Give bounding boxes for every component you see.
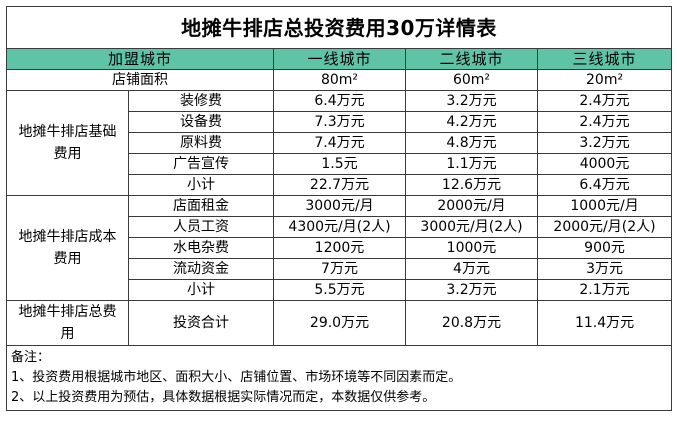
- cell-value: 29.0万元: [273, 300, 406, 346]
- table-row: 广告宣传 1.5元 1.1万元 4000元: [7, 153, 673, 175]
- table-row: 地摊牛排店基础费用 装修费 6.4万元 3.2万元 2.4万元: [6, 90, 673, 196]
- cell-value: 1.5元: [273, 153, 406, 175]
- cell-value: 1200元: [273, 237, 406, 259]
- cell-value: 2.1万元: [536, 279, 673, 301]
- cell-value: 3000元/月: [273, 195, 406, 217]
- table-row: 人员工资 4300元/月(2人) 3000元/月(2人) 2000元/月(2人): [7, 216, 673, 238]
- area-label: 店铺面积: [6, 69, 274, 91]
- cell-value: 3000元/月(2人): [405, 216, 538, 238]
- group-label-basic: 地摊牛排店基础费用: [6, 90, 129, 196]
- area-unit: m²: [603, 72, 624, 88]
- cell-value: 1.1万元: [405, 153, 538, 175]
- row-item: 店面租金: [128, 195, 274, 217]
- cell-value: 4000元: [536, 153, 673, 175]
- cell-value: 1000元: [405, 237, 538, 259]
- group-label-cost: 地摊牛排店成本费用: [6, 195, 129, 301]
- cell-value: 12.6万元: [405, 174, 538, 196]
- cell-value: 2.4万元: [536, 90, 673, 112]
- area-value-tier-2: 60m²: [405, 69, 538, 91]
- cell-value: 4万元: [405, 258, 538, 280]
- area-value-tier-3: 20m²: [536, 69, 673, 91]
- row-item: 装修费: [128, 90, 274, 112]
- cell-value: 20.8万元: [405, 300, 538, 346]
- cell-value: 7.3万元: [273, 111, 406, 133]
- row-item: 流动资金: [128, 258, 274, 280]
- cell-value: 2000元/月(2人): [536, 216, 673, 238]
- header-city-tier-1: 一线城市: [273, 48, 406, 70]
- cell-value: 3万元: [536, 258, 673, 280]
- cell-value: 3.2万元: [536, 132, 673, 154]
- area-value-tier-1: 80m²: [273, 69, 406, 91]
- cell-value: 11.4万元: [536, 300, 673, 346]
- row-item: 投资合计: [128, 300, 274, 346]
- table-row: 水电杂费 1200元 1000元 900元: [7, 237, 673, 259]
- table-row: 地摊牛排店成本费用 店面租金 3000元/月 2000元/月 1000元/月: [6, 195, 673, 301]
- notes-block: 备注： 1、投资费用根据城市地区、面积大小、店铺位置、市场环境等不同因素而定。 …: [5, 345, 673, 411]
- cell-value: 4.2万元: [405, 111, 538, 133]
- area-unit: m²: [338, 72, 359, 88]
- cell-value: 7.4万元: [273, 132, 406, 154]
- notes-heading: 备注：: [11, 350, 51, 365]
- row-item: 人员工资: [128, 216, 274, 238]
- cell-value: 4.8万元: [405, 132, 538, 154]
- cell-value: 5.5万元: [273, 279, 406, 301]
- table-title: 地摊牛排店总投资费用30万详情表: [5, 6, 673, 49]
- area-unit: m²: [470, 72, 491, 88]
- header-city-label: 加盟城市: [6, 48, 274, 70]
- row-item: 设备费: [128, 111, 274, 133]
- notes-line-1: 1、投资费用根据城市地区、面积大小、店铺位置、市场环境等不同因素而定。: [11, 370, 462, 385]
- header-city-tier-2: 二线城市: [405, 48, 538, 70]
- cell-value: 7万元: [273, 258, 406, 280]
- investment-table: 地摊牛排店总投资费用30万详情表 加盟城市 一线城市 二线城市 三线城市 店铺面…: [5, 6, 673, 411]
- cell-value: 900元: [536, 237, 673, 259]
- notes-line-2: 2、以上投资费用为预估，具体数据根据实际情况而定，本数据仅供参考。: [11, 390, 436, 405]
- cell-value: 6.4万元: [273, 90, 406, 112]
- cell-value: 6.4万元: [536, 174, 673, 196]
- cell-value: 1000元/月: [536, 195, 673, 217]
- header-city-tier-3: 三线城市: [536, 48, 673, 70]
- cell-value: 3.2万元: [405, 279, 538, 301]
- row-item: 小计: [128, 279, 274, 301]
- cell-value: 2000元/月: [405, 195, 538, 217]
- row-item: 小计: [128, 174, 274, 196]
- row-item: 广告宣传: [128, 153, 274, 175]
- group-label-total: 地摊牛排店总费用: [6, 300, 129, 346]
- cell-value: 2.4万元: [536, 111, 673, 133]
- cell-value: 22.7万元: [273, 174, 406, 196]
- table-row: 地摊牛排店总费用 投资合计 29.0万元 20.8万元 11.4万元: [6, 300, 673, 346]
- row-item: 水电杂费: [128, 237, 274, 259]
- table-row: 流动资金 7万元 4万元 3万元: [7, 258, 673, 280]
- cell-value: 4300元/月(2人): [273, 216, 406, 238]
- cell-value: 3.2万元: [405, 90, 538, 112]
- table-row: 小计 22.7万元 12.6万元 6.4万元: [7, 174, 673, 196]
- row-item: 原料费: [128, 132, 274, 154]
